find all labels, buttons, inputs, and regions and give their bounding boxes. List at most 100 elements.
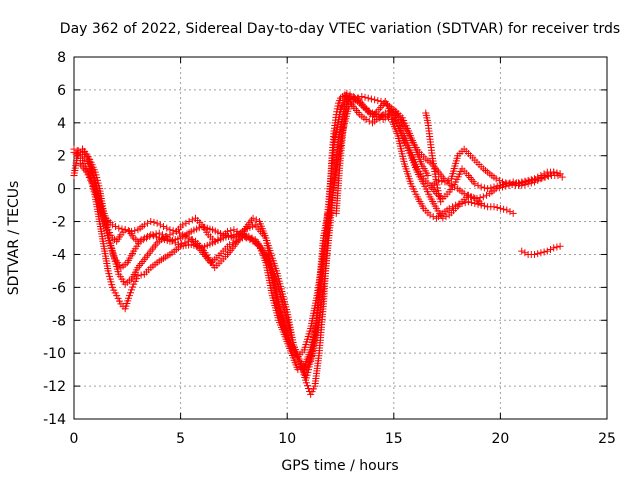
- data-point: [242, 233, 250, 241]
- data-point: [364, 94, 372, 102]
- data-point: [346, 91, 354, 99]
- data-point: [238, 234, 246, 242]
- y-axis-label: SDTVAR / TECUs: [6, 181, 22, 296]
- data-point: [518, 181, 526, 189]
- data-markers: [70, 89, 566, 398]
- data-point: [169, 227, 177, 235]
- data-point: [389, 109, 397, 117]
- data-point: [184, 237, 192, 245]
- data-point: [211, 237, 219, 245]
- y-tick-label: 4: [57, 116, 66, 132]
- plot-frame: [73, 56, 608, 420]
- data-point: [134, 272, 142, 280]
- data-point: [518, 247, 526, 255]
- data-point: [479, 193, 487, 201]
- data-point: [477, 183, 485, 191]
- data-point: [464, 198, 472, 206]
- data-point: [248, 234, 256, 242]
- data-point: [380, 99, 388, 107]
- data-point: [361, 93, 369, 101]
- data-point: [508, 181, 516, 189]
- data-point: [442, 213, 450, 221]
- data-point: [495, 184, 503, 192]
- x-tick-label: 25: [598, 431, 616, 447]
- data-point: [473, 195, 481, 203]
- data-point: [543, 171, 551, 179]
- x-tick-label: 5: [176, 431, 185, 447]
- data-point: [362, 116, 370, 124]
- data-point: [527, 179, 535, 187]
- data-point: [474, 181, 482, 189]
- data-point: [534, 250, 542, 258]
- data-point: [229, 239, 237, 247]
- data-point: [128, 286, 136, 294]
- series-trace-e: [79, 92, 432, 374]
- data-point: [129, 283, 137, 291]
- x-tick-label: 20: [491, 431, 509, 447]
- data-point: [496, 204, 504, 212]
- data-point: [230, 226, 238, 234]
- data-point: [137, 271, 145, 279]
- data-point: [108, 221, 116, 229]
- series-trace-g: [428, 145, 564, 189]
- data-point: [182, 219, 190, 227]
- data-point: [547, 246, 555, 254]
- data-point: [303, 382, 311, 390]
- x-tick-label: 10: [278, 431, 296, 447]
- data-point: [166, 226, 174, 234]
- axis-ticks: [73, 56, 608, 420]
- series-trace-a: [70, 91, 566, 398]
- y-tick-label: 8: [57, 50, 66, 66]
- data-point: [537, 249, 545, 257]
- data-point: [499, 178, 507, 186]
- data-point: [439, 214, 447, 222]
- data-point: [370, 111, 378, 119]
- data-point: [373, 112, 381, 120]
- y-tick-label: 0: [57, 182, 66, 198]
- y-tick-label: 2: [57, 149, 66, 165]
- data-point: [146, 232, 154, 240]
- data-point: [158, 231, 166, 239]
- data-point: [235, 236, 243, 244]
- data-point: [168, 237, 176, 245]
- data-point: [178, 240, 186, 248]
- data-point: [476, 194, 484, 202]
- data-point: [483, 191, 491, 199]
- data-point: [144, 219, 152, 227]
- data-point: [377, 97, 385, 105]
- data-point: [432, 178, 440, 186]
- data-point: [463, 191, 471, 199]
- data-point: [424, 171, 432, 179]
- data-point: [214, 236, 222, 244]
- data-point: [553, 243, 561, 251]
- data-point: [139, 236, 147, 244]
- x-axis-label: GPS time / hours: [281, 458, 398, 474]
- data-point: [444, 176, 452, 184]
- data-point: [524, 180, 532, 188]
- data-point: [252, 216, 260, 224]
- data-point: [232, 237, 240, 245]
- data-point: [149, 231, 157, 239]
- data-point: [556, 170, 564, 178]
- data-point: [126, 289, 134, 297]
- data-point: [294, 366, 302, 374]
- data-point: [502, 179, 510, 187]
- data-point: [477, 199, 485, 207]
- data-point: [534, 176, 542, 184]
- data-point: [115, 224, 123, 232]
- data-point: [547, 170, 555, 178]
- data-point: [492, 185, 500, 193]
- data-point: [445, 204, 453, 212]
- series-trace-f: [518, 242, 564, 258]
- data-point: [550, 168, 558, 176]
- data-point: [125, 292, 133, 300]
- data-point: [179, 221, 187, 229]
- data-point: [553, 169, 561, 177]
- data-point: [506, 208, 514, 216]
- y-tick-label: -12: [43, 379, 66, 395]
- data-point: [540, 248, 548, 256]
- y-tick-label: -2: [52, 215, 66, 231]
- data-point: [112, 222, 120, 230]
- data-point: [426, 211, 434, 219]
